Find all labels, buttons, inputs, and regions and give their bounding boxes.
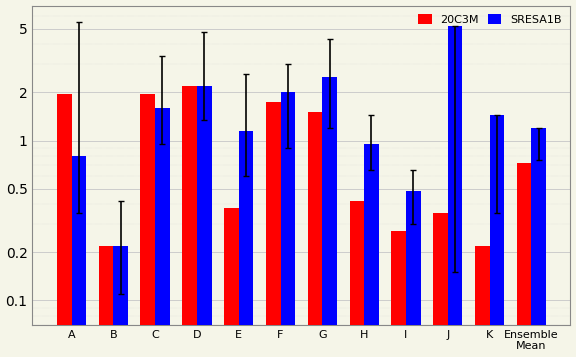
Bar — [517, 163, 531, 357]
Bar — [490, 115, 504, 357]
Bar — [531, 128, 546, 357]
Bar — [323, 77, 337, 357]
Bar — [350, 201, 364, 357]
Bar — [433, 213, 448, 357]
Bar — [475, 246, 490, 357]
Bar — [224, 208, 238, 357]
Bar — [98, 246, 113, 357]
Bar — [182, 86, 197, 357]
Bar — [57, 94, 71, 357]
Bar — [197, 86, 211, 357]
Bar — [308, 112, 323, 357]
Legend: 20C3M, SRESA1B: 20C3M, SRESA1B — [415, 11, 565, 29]
Bar — [448, 26, 463, 357]
Bar — [364, 144, 379, 357]
Bar — [71, 156, 86, 357]
Bar — [266, 102, 281, 357]
Bar — [155, 108, 170, 357]
Bar — [238, 131, 253, 357]
Bar — [391, 231, 406, 357]
Bar — [406, 191, 420, 357]
Bar — [281, 92, 295, 357]
Bar — [113, 246, 128, 357]
Bar — [141, 94, 155, 357]
